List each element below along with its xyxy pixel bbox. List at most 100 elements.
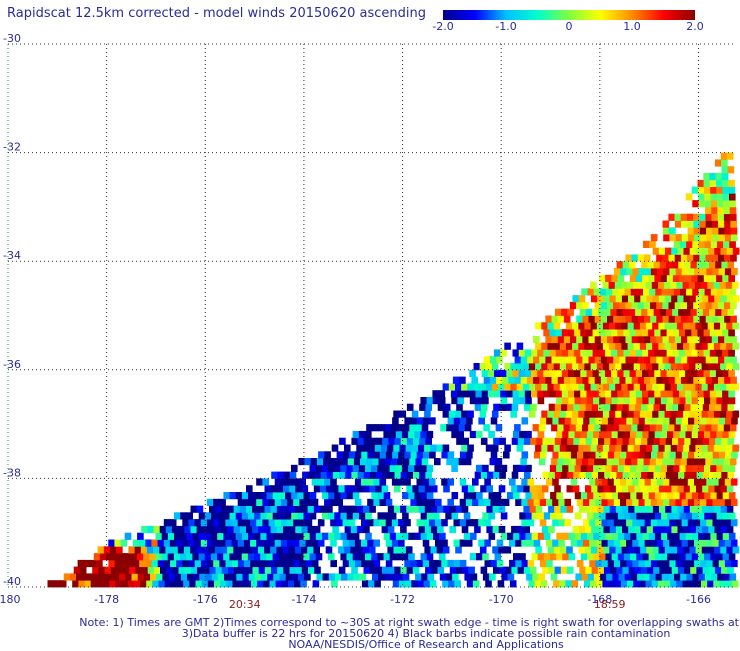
heatmap-cell [484, 559, 492, 568]
heatmap-cell [280, 478, 288, 486]
heatmap-cell [671, 485, 678, 493]
heatmap-cell [469, 390, 476, 398]
heatmap-cell [652, 525, 660, 534]
heatmap-cell [416, 451, 424, 459]
heatmap-cell [478, 498, 485, 506]
heatmap-cell [456, 566, 463, 574]
heatmap-cell [721, 261, 728, 269]
heatmap-cell [398, 478, 405, 486]
heatmap-cell [605, 430, 612, 439]
heatmap-cell [667, 512, 674, 520]
heatmap-cell [665, 485, 672, 493]
heatmap-cell [347, 573, 354, 581]
heatmap-cell [420, 397, 427, 405]
heatmap-cell [690, 437, 698, 445]
heatmap-cell [254, 573, 262, 581]
heatmap-cell [350, 505, 358, 513]
heatmap-cell [188, 519, 195, 527]
heatmap-cell [153, 525, 161, 534]
chart-title: Rapidscat 12.5km corrected - model winds… [7, 6, 426, 21]
heatmap-cell [174, 573, 182, 581]
heatmap-cell [621, 281, 628, 289]
heatmap-cell [528, 410, 536, 418]
heatmap-cell [577, 417, 584, 425]
heatmap-cell [358, 464, 366, 472]
heatmap-cell [566, 566, 574, 574]
heatmap-cell [246, 566, 253, 574]
heatmap-cell [314, 566, 321, 574]
heatmap-cell [628, 566, 636, 574]
heatmap-cell [213, 519, 220, 527]
heatmap-cell [524, 437, 531, 445]
heatmap-cell [708, 505, 715, 513]
heatmap-cell [168, 573, 176, 581]
heatmap-cell [602, 580, 609, 588]
heatmap-cell [675, 234, 683, 242]
heatmap-cell [588, 376, 596, 384]
heatmap-cell [567, 437, 574, 445]
heatmap-cell [402, 512, 409, 520]
heatmap-cell [659, 471, 667, 479]
heatmap-cell [350, 485, 358, 493]
heatmap-cell [690, 566, 697, 574]
heatmap-cell [722, 532, 730, 540]
heatmap-cell [659, 403, 667, 411]
heatmap-cell [685, 492, 693, 500]
heatmap-cell [574, 430, 582, 439]
heatmap-cell [683, 410, 690, 418]
heatmap-cell [655, 573, 663, 581]
heatmap-cell [660, 349, 668, 357]
heatmap-cell [699, 424, 706, 432]
heatmap-cell [627, 363, 635, 371]
heatmap-cell [570, 417, 578, 425]
heatmap-cell [615, 525, 623, 534]
heatmap-cell [395, 430, 403, 439]
heatmap-cell [442, 444, 450, 452]
heatmap-cell [595, 559, 602, 568]
heatmap-cell [671, 566, 679, 574]
heatmap-cell [387, 505, 395, 513]
heatmap-cell [675, 451, 683, 459]
heatmap-cell [587, 532, 594, 540]
heatmap-cell [452, 376, 460, 384]
heatmap-cell [184, 525, 191, 534]
heatmap-cell [217, 512, 224, 520]
heatmap-cell [692, 424, 700, 432]
heatmap-cell [657, 539, 664, 547]
heatmap-cell [484, 498, 491, 506]
heatmap-cell [541, 363, 548, 371]
heatmap-cell [177, 546, 185, 554]
heatmap-cell [689, 546, 697, 554]
heatmap-cell [572, 342, 579, 350]
heatmap-cell [586, 430, 594, 439]
heatmap-cell [642, 390, 649, 398]
heatmap-cell [281, 580, 289, 588]
heatmap-cell [637, 301, 645, 310]
heatmap-cell [404, 478, 411, 486]
heatmap-cell [704, 512, 711, 520]
heatmap-cell [494, 464, 501, 472]
heatmap-cell [621, 410, 628, 418]
heatmap-cell [701, 444, 709, 452]
heatmap-cell [627, 410, 635, 418]
heatmap-cell [685, 193, 693, 201]
heatmap-cell [220, 580, 227, 588]
heatmap-cell [182, 519, 189, 527]
heatmap-cell [623, 349, 631, 357]
heatmap-cell [82, 573, 89, 581]
heatmap-cell [565, 410, 573, 418]
heatmap-cell [215, 505, 222, 513]
heatmap-cell [720, 505, 728, 513]
heatmap-cell [568, 349, 575, 357]
heatmap-cell [331, 444, 339, 452]
heatmap-cell [340, 532, 348, 540]
heatmap-cell [589, 559, 596, 568]
heatmap-cell [630, 464, 637, 472]
heatmap-cell [706, 519, 713, 527]
heatmap-cell [599, 397, 606, 405]
heatmap-cell [493, 471, 500, 479]
heatmap-cell [637, 335, 645, 344]
heatmap-cell [536, 437, 543, 445]
heatmap-cell [256, 478, 263, 486]
heatmap-cell [519, 464, 526, 472]
